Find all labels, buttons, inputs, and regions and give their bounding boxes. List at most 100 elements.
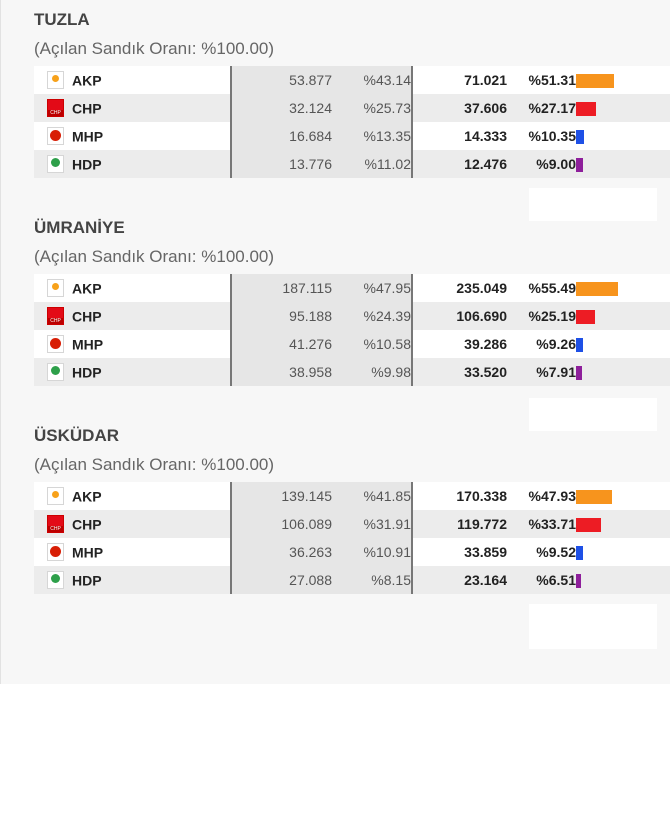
party-cell: CHP <box>34 302 231 330</box>
table-row: AKP 53.877 %43.14 71.021 %51.31 <box>34 66 670 94</box>
bar-cell <box>576 122 670 150</box>
percent-previous: %10.58 <box>332 330 413 358</box>
votes-current: 235.049 <box>412 274 507 302</box>
blank-box <box>529 398 657 431</box>
share-bar <box>576 158 583 173</box>
district-subtitle: (Açılan Sandık Oranı: %100.00) <box>34 247 275 266</box>
party-name: MHP <box>72 544 104 561</box>
table-row: MHP 36.263 %10.91 33.859 %9.52 <box>34 538 670 566</box>
votes-previous: 139.145 <box>230 482 332 510</box>
blank-box <box>529 188 657 221</box>
votes-current: 12.476 <box>412 150 507 178</box>
share-bar <box>576 282 618 297</box>
votes-current: 106.690 <box>412 302 507 330</box>
percent-current: %27.17 <box>507 94 576 122</box>
akp-logo-icon <box>47 71 64 90</box>
results-table: AKP 187.115 %47.95 235.049 %55.49 CHP 95… <box>34 274 670 386</box>
mhp-logo-icon <box>47 127 64 146</box>
party-name: MHP <box>72 336 104 353</box>
mhp-logo-icon <box>47 335 64 354</box>
votes-previous: 16.684 <box>230 122 332 150</box>
votes-current: 33.520 <box>412 358 507 386</box>
percent-previous: %43.14 <box>332 66 413 94</box>
votes-previous: 106.089 <box>230 510 332 538</box>
votes-current: 170.338 <box>412 482 507 510</box>
percent-previous: %9.98 <box>332 358 413 386</box>
percent-previous: %47.95 <box>332 274 413 302</box>
party-name: AKP <box>72 280 102 297</box>
percent-previous: %41.85 <box>332 482 413 510</box>
party-cell: HDP <box>34 566 231 594</box>
share-bar <box>576 546 583 561</box>
table-row: CHP 32.124 %25.73 37.606 %27.17 <box>34 94 670 122</box>
party-name: AKP <box>72 488 102 505</box>
share-bar <box>576 74 614 89</box>
bar-cell <box>576 330 670 358</box>
votes-current: 23.164 <box>412 566 507 594</box>
party-cell: MHP <box>34 122 231 150</box>
bar-cell <box>576 274 670 302</box>
share-bar <box>576 310 595 325</box>
percent-previous: %10.91 <box>332 538 413 566</box>
share-bar <box>576 130 584 145</box>
votes-previous: 36.263 <box>230 538 332 566</box>
share-bar <box>576 518 601 533</box>
votes-previous: 32.124 <box>230 94 332 122</box>
akp-logo-icon <box>47 487 64 506</box>
percent-previous: %8.15 <box>332 566 413 594</box>
chp-logo-icon <box>47 99 64 118</box>
percent-current: %9.52 <box>507 538 576 566</box>
district-umraniye: ÜMRANİYE (Açılan Sandık Oranı: %100.00) … <box>34 217 670 386</box>
district-subtitle: (Açılan Sandık Oranı: %100.00) <box>34 455 275 474</box>
table-row: AKP 187.115 %47.95 235.049 %55.49 <box>34 274 670 302</box>
votes-current: 39.286 <box>412 330 507 358</box>
votes-previous: 95.188 <box>230 302 332 330</box>
votes-previous: 187.115 <box>230 274 332 302</box>
table-row: AKP 139.145 %41.85 170.338 %47.93 <box>34 482 670 510</box>
bar-cell <box>576 302 670 330</box>
percent-current: %47.93 <box>507 482 576 510</box>
table-row: HDP 38.958 %9.98 33.520 %7.91 <box>34 358 670 386</box>
akp-logo-icon <box>47 279 64 298</box>
party-name: MHP <box>72 128 104 145</box>
district-subtitle: (Açılan Sandık Oranı: %100.00) <box>34 39 275 58</box>
party-cell: MHP <box>34 538 231 566</box>
chp-logo-icon <box>47 307 64 326</box>
results-table: AKP 53.877 %43.14 71.021 %51.31 CHP 32.1… <box>34 66 670 178</box>
votes-current: 33.859 <box>412 538 507 566</box>
district-tuzla: TUZLA (Açılan Sandık Oranı: %100.00) AKP… <box>34 9 670 178</box>
votes-current: 37.606 <box>412 94 507 122</box>
votes-previous: 53.877 <box>230 66 332 94</box>
party-name: HDP <box>72 572 102 589</box>
bar-cell <box>576 482 670 510</box>
votes-current: 119.772 <box>412 510 507 538</box>
votes-previous: 41.276 <box>230 330 332 358</box>
percent-current: %25.19 <box>507 302 576 330</box>
party-cell: AKP <box>34 482 231 510</box>
percent-current: %9.00 <box>507 150 576 178</box>
votes-current: 14.333 <box>412 122 507 150</box>
party-name: HDP <box>72 364 102 381</box>
party-name: CHP <box>72 100 102 117</box>
hdp-logo-icon <box>47 571 64 590</box>
party-cell: AKP <box>34 66 231 94</box>
results-panel: TUZLA (Açılan Sandık Oranı: %100.00) AKP… <box>0 0 670 684</box>
bar-cell <box>576 566 670 594</box>
party-cell: MHP <box>34 330 231 358</box>
party-cell: HDP <box>34 150 231 178</box>
bar-cell <box>576 538 670 566</box>
district-title: ÜSKÜDAR <box>34 426 119 445</box>
hdp-logo-icon <box>47 363 64 382</box>
results-table: AKP 139.145 %41.85 170.338 %47.93 CHP 10… <box>34 482 670 594</box>
percent-previous: %25.73 <box>332 94 413 122</box>
bar-cell <box>576 358 670 386</box>
bar-cell <box>576 150 670 178</box>
percent-current: %33.71 <box>507 510 576 538</box>
party-cell: HDP <box>34 358 231 386</box>
party-name: CHP <box>72 516 102 533</box>
chp-logo-icon <box>47 515 64 534</box>
bar-cell <box>576 510 670 538</box>
votes-previous: 27.088 <box>230 566 332 594</box>
share-bar <box>576 338 583 353</box>
share-bar <box>576 366 582 381</box>
